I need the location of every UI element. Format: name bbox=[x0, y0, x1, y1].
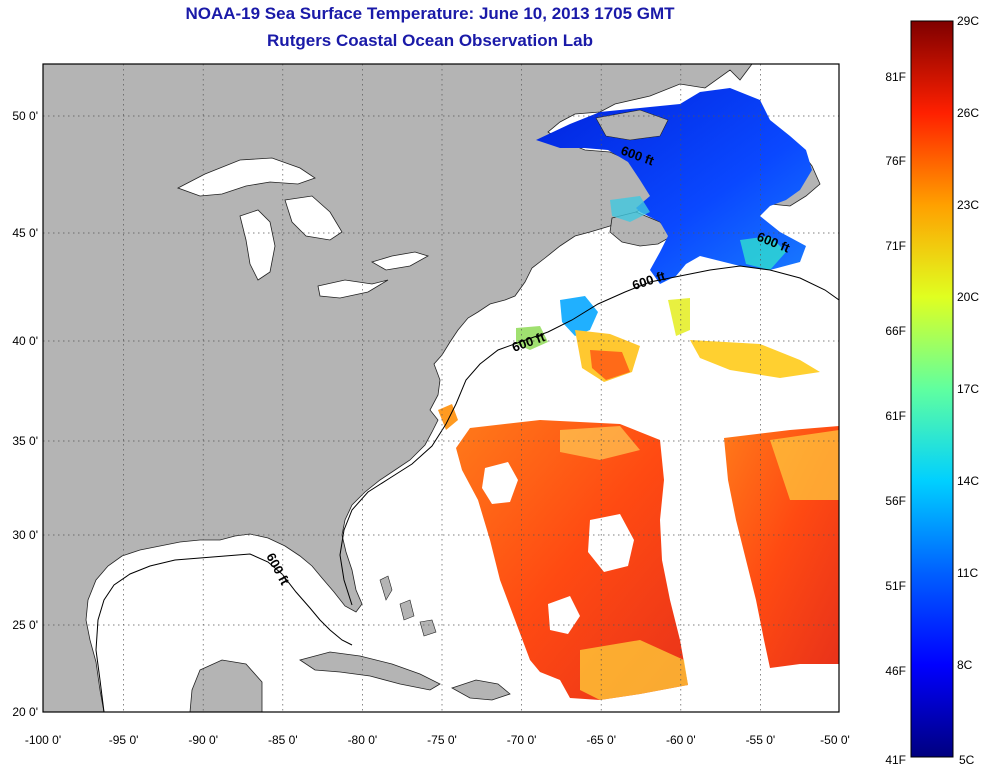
colorbar-celsius-labels: 29C 26C 23C 20C 17C 14C 11C 8C 5C bbox=[957, 14, 979, 767]
colorbar-f-label: 56F bbox=[885, 494, 906, 508]
lat-axis: 50 0' 45 0' 40 0' 35 0' 30 0' 25 0' 20 0… bbox=[12, 109, 38, 719]
lat-tick-label: 20 0' bbox=[12, 705, 38, 719]
colorbar-f-label: 41F bbox=[885, 753, 906, 767]
land-north-america bbox=[43, 64, 753, 712]
map-border bbox=[42, 63, 840, 713]
lat-tick-label: 30 0' bbox=[12, 528, 38, 542]
graticule bbox=[43, 64, 839, 712]
lon-axis: -100 0' -95 0' -90 0' -85 0' -80 0' -75 … bbox=[25, 733, 850, 747]
land-yucatan bbox=[189, 659, 263, 712]
sst-swath-yellow-2 bbox=[770, 430, 839, 500]
land-bahamas bbox=[379, 575, 437, 637]
land-cuba bbox=[299, 651, 441, 691]
colorbar-c-label: 5C bbox=[959, 753, 975, 767]
sst-cold-cyan bbox=[740, 236, 786, 270]
map-subtitle: Rutgers Coastal Ocean Observation Lab bbox=[267, 31, 593, 50]
sst-patch-mid-5 bbox=[690, 340, 820, 378]
sst-patch-mid-3 bbox=[590, 350, 630, 380]
lon-tick-label: -65 0' bbox=[586, 733, 616, 747]
colorbar-f-label: 51F bbox=[885, 579, 906, 593]
lat-tick-label: 45 0' bbox=[12, 226, 38, 240]
colorbar-fahrenheit-labels: 81F 76F 71F 66F 61F 56F 51F 46F 41F bbox=[885, 70, 906, 767]
colorbar-f-label: 46F bbox=[885, 664, 906, 678]
map-title: NOAA-19 Sea Surface Temperature: June 10… bbox=[185, 4, 675, 23]
colorbar-c-label: 14C bbox=[957, 474, 979, 488]
sst-swath-yellow-1 bbox=[580, 640, 688, 700]
sst-patch-mid-4 bbox=[668, 298, 690, 336]
lon-tick-label: -55 0' bbox=[746, 733, 776, 747]
sst-cold-region bbox=[536, 88, 812, 284]
lat-tick-label: 25 0' bbox=[12, 618, 38, 632]
colorbar-c-label: 20C bbox=[957, 290, 979, 304]
lon-tick-label: -85 0' bbox=[268, 733, 298, 747]
colorbar-c-label: 29C bbox=[957, 14, 979, 28]
cloud-holes-1 bbox=[482, 462, 634, 634]
colorbar-f-label: 76F bbox=[885, 154, 906, 168]
lon-tick-label: -90 0' bbox=[188, 733, 218, 747]
colorbar-c-label: 26C bbox=[957, 106, 979, 120]
lon-tick-label: -70 0' bbox=[507, 733, 537, 747]
lat-tick-label: 35 0' bbox=[12, 434, 38, 448]
isobath-600ft bbox=[95, 265, 839, 712]
colorbar-c-label: 11C bbox=[957, 566, 978, 580]
land-gaspe bbox=[595, 109, 669, 141]
lon-tick-label: -60 0' bbox=[666, 733, 696, 747]
lat-tick-label: 40 0' bbox=[12, 334, 38, 348]
colorbar-f-label: 81F bbox=[885, 70, 906, 84]
lon-tick-label: -100 0' bbox=[25, 733, 61, 747]
colorbar bbox=[910, 20, 954, 758]
colorbar-f-label: 61F bbox=[885, 409, 906, 423]
colorbar-f-label: 71F bbox=[885, 239, 906, 253]
lon-tick-label: -80 0' bbox=[348, 733, 378, 747]
colorbar-f-label: 66F bbox=[885, 324, 906, 338]
colorbar-c-label: 8C bbox=[957, 658, 973, 672]
colorbar-c-label: 23C bbox=[957, 198, 979, 212]
sst-cold-light bbox=[610, 196, 650, 222]
land-hispaniola bbox=[451, 679, 511, 701]
lon-tick-label: -50 0' bbox=[820, 733, 850, 747]
great-lakes bbox=[177, 157, 430, 299]
lon-tick-label: -75 0' bbox=[427, 733, 457, 747]
lon-tick-label: -95 0' bbox=[109, 733, 139, 747]
sst-swath-yellow-3 bbox=[560, 426, 640, 460]
lat-tick-label: 50 0' bbox=[12, 109, 38, 123]
colorbar-c-label: 17C bbox=[957, 382, 979, 396]
